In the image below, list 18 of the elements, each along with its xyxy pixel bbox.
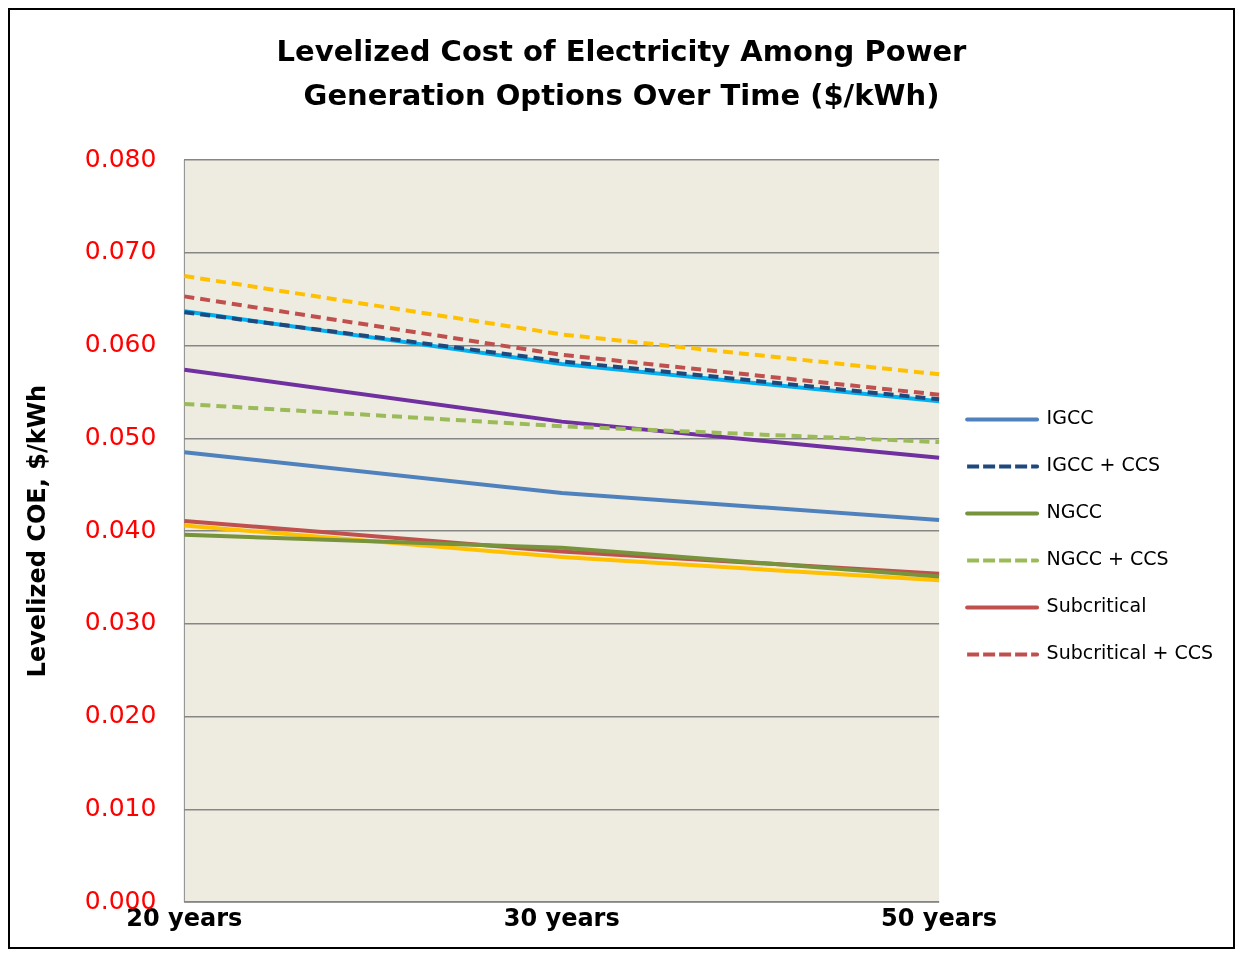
- x-tick-label: 30 years: [503, 903, 620, 932]
- y-tick-label: 0.040: [84, 514, 157, 544]
- y-tick-label: 0.080: [84, 143, 157, 173]
- y-tick-label: 0.030: [84, 607, 157, 637]
- y-axis-title: Levelized COE, $/kWh: [22, 384, 51, 678]
- chart-title: Levelized Cost of Electricity Among Power Generation Options Over Time ($/kWh): [275, 33, 968, 114]
- legend-label: IGCC + CCS: [1046, 453, 1161, 476]
- y-tick-label: 0.010: [84, 792, 157, 822]
- x-tick-label: 50 years: [881, 903, 998, 932]
- y-tick-label: 0.060: [84, 329, 157, 359]
- y-tick-label: 0.020: [84, 700, 157, 730]
- legend-label: Subcritical + CCS: [1046, 641, 1213, 664]
- legend-label: IGCC: [1046, 406, 1094, 429]
- y-tick-label: 0.050: [84, 421, 157, 451]
- y-tick-label: 0.070: [84, 236, 157, 266]
- legend-label: NGCC: [1046, 500, 1103, 523]
- legend-label: Subcritical: [1046, 594, 1147, 617]
- legend-label: NGCC + CCS: [1046, 547, 1169, 570]
